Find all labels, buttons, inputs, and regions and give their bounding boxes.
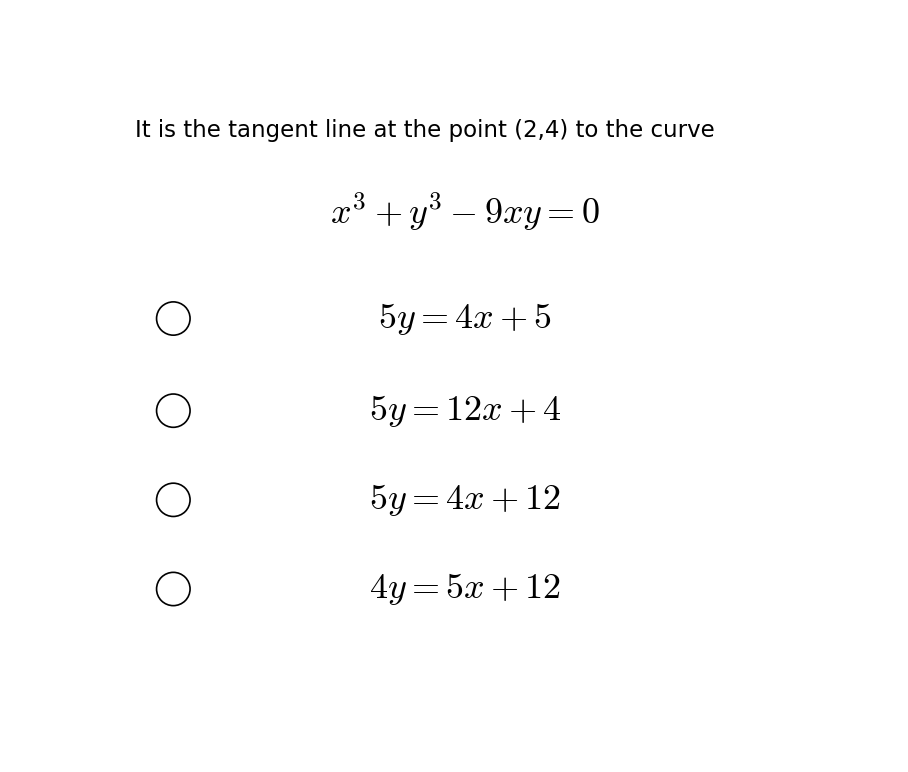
Text: $5y = 4x + 5$: $5y = 4x + 5$ — [379, 300, 552, 337]
Text: $5y = 12x + 4$: $5y = 12x + 4$ — [369, 393, 562, 428]
Text: $x^3 + y^3 - 9xy = 0$: $x^3 + y^3 - 9xy = 0$ — [331, 191, 600, 232]
Text: $4y = 5x + 12$: $4y = 5x + 12$ — [370, 571, 561, 607]
Text: It is the tangent line at the point (2,4) to the curve: It is the tangent line at the point (2,4… — [134, 120, 715, 142]
Text: $5y = 4x + 12$: $5y = 4x + 12$ — [370, 482, 561, 518]
